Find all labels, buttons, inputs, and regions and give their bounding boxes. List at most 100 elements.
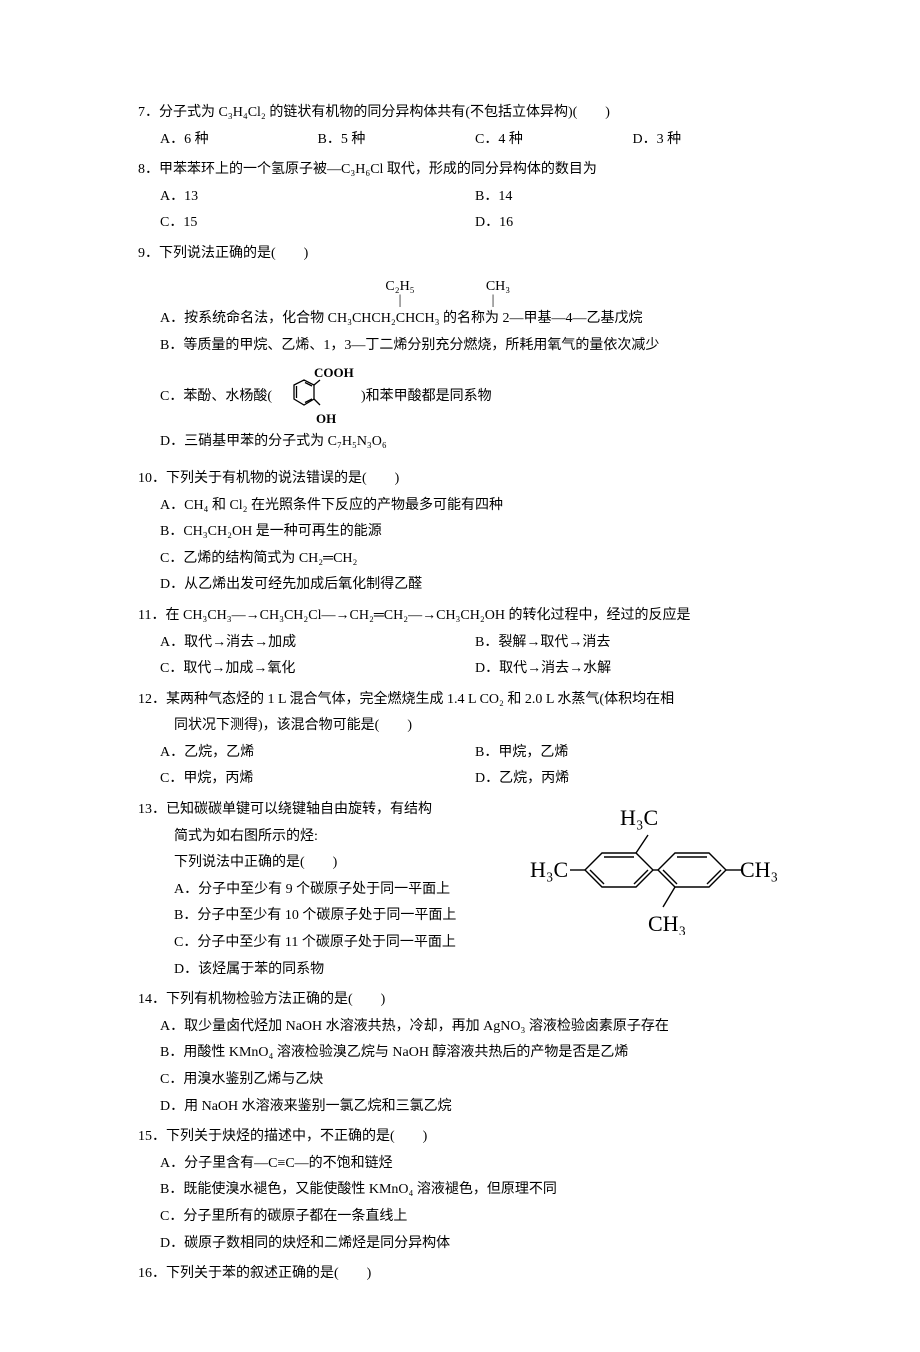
question-11: 11．在 CH₃CH₃―→CH₃CH₂Cl―→CH₂═CH₂―→CH₃CH₂OH… — [138, 603, 790, 683]
question-10: 10．下列关于有机物的说法错误的是( ) A．CH₄ 和 Cl₂ 在光照条件下反… — [138, 466, 790, 599]
q11-stem: 11．在 CH₃CH₃―→CH₃CH₂Cl―→CH₂═CH₂―→CH₃CH₂OH… — [138, 603, 790, 630]
q12-num: 12． — [138, 692, 166, 707]
q15-opt-d: D．碳原子数相同的炔烃和二烯烃是同分异构体 — [138, 1231, 790, 1258]
q9-opt-d: D．三硝基甲苯的分子式为 C₇H₅N₃O₆ — [138, 429, 790, 456]
q11-stem-text: 在 CH₃CH₃―→CH₃CH₂Cl―→CH₂═CH₂―→CH₃CH₂OH 的转… — [165, 608, 690, 623]
q10-opt-c: C．乙烯的结构简式为 CH₂═CH₂ — [138, 546, 790, 573]
q9-c-pre: C．苯酚、水杨酸( — [160, 390, 276, 405]
q10-opt-b: B．CH₃CH₂OH 是一种可再生的能源 — [138, 519, 790, 546]
q7-opt-c: C．4 种 — [475, 127, 633, 154]
q10-num: 10． — [138, 471, 166, 486]
q13-stem1-text: 已知碳碳单键可以绕键轴自由旋转，有结构 — [166, 802, 432, 817]
q15-opt-b: B．既能使溴水褪色，又能使酸性 KMnO₄ 溶液褪色，但原理不同 — [138, 1177, 790, 1204]
biphenyl-structure-icon: H₃C H₃C CH₃ CH₃ — [530, 805, 780, 935]
q12-stem1-text: 某两种气态烃的 1 L 混合气体，完全燃烧生成 1.4 L CO₂ 和 2.0 … — [166, 692, 674, 707]
q11-opt-c: C．取代→加成→氧化 — [160, 656, 475, 683]
q9-opt-c: C．苯酚、水杨酸( COOH OH )和苯甲酸都是同系物 — [138, 365, 790, 429]
q9-a-pre: A．按系统命名法，化合物 — [160, 311, 328, 326]
q13-opt-a: A．分子中至少有 9 个碳原子处于同一平面上 — [138, 877, 530, 904]
q15-opt-a: A．分子里含有—C≡C—的不饱和链烃 — [138, 1151, 790, 1178]
q13-stem-1: 13．已知碳碳单键可以绕键轴自由旋转，有结构 — [138, 797, 530, 824]
question-7: 7．分子式为 C₃H₄Cl₂ 的链状有机物的同分异构体共有(不包括立体异构)( … — [138, 100, 790, 153]
q11-options-row1: A．取代→消去→加成 B．裂解→取代→消去 — [138, 630, 790, 657]
q14-num: 14． — [138, 992, 166, 1007]
q9-stem: 9．下列说法正确的是( ) — [138, 241, 790, 268]
q12-opt-b: B．甲烷，乙烯 — [475, 740, 790, 767]
q11-opt-a: A．取代→消去→加成 — [160, 630, 475, 657]
q9-opt-b: B．等质量的甲烷、乙烯、1，3—丁二烯分别充分燃烧，所耗用氧气的量依次减少 — [138, 333, 790, 360]
q11-num: 11． — [138, 608, 165, 623]
q10-opt-d: D．从乙烯出发可经先加成后氧化制得乙醛 — [138, 572, 790, 599]
q15-stem: 15．下列关于炔烃的描述中，不正确的是( ) — [138, 1124, 790, 1151]
q16-stem: 16．下列关于苯的叙述正确的是( ) — [138, 1261, 790, 1288]
question-8: 8．甲苯苯环上的一个氢原子被—C₃H₆Cl 取代，形成的同分异构体的数目为 A．… — [138, 157, 790, 237]
q12-options-row2: C．甲烷，丙烯 D．乙烷，丙烯 — [138, 766, 790, 793]
salicylic-acid-icon: COOH OH — [276, 365, 358, 429]
question-12: 12．某两种气态烃的 1 L 混合气体，完全燃烧生成 1.4 L CO₂ 和 2… — [138, 687, 790, 793]
fig-label-l: H₃C — [530, 857, 568, 882]
q10-stem: 10．下列关于有机物的说法错误的是( ) — [138, 466, 790, 493]
q9-a-formula: CH₃CHCH₂CHCH₃ — [328, 311, 440, 326]
question-9: 9．下列说法正确的是( ) C₂H₅CH₃ || A．按系统命名法，化合物 CH… — [138, 241, 790, 456]
q12-stem-1: 12．某两种气态烃的 1 L 混合气体，完全燃烧生成 1.4 L CO₂ 和 2… — [138, 687, 790, 714]
q16-stem-text: 下列关于苯的叙述正确的是( ) — [166, 1266, 371, 1281]
cooh-label: COOH — [314, 365, 354, 380]
q8-opt-a: A．13 — [160, 184, 475, 211]
q13-stem-2: 简式为如右图所示的烃: — [138, 824, 530, 851]
q15-stem-text: 下列关于炔烃的描述中，不正确的是( ) — [166, 1129, 427, 1144]
q9-c-post: )和苯甲酸都是同系物 — [361, 390, 492, 405]
q8-opt-b: B．14 — [475, 184, 790, 211]
q8-opt-c: C．15 — [160, 210, 475, 237]
fig-label-r: CH₃ — [740, 857, 778, 882]
q13-opt-d: D．该烃属于苯的同系物 — [138, 957, 530, 984]
q8-options-row2: C．15 D．16 — [138, 210, 790, 237]
q14-stem: 14．下列有机物检验方法正确的是( ) — [138, 987, 790, 1014]
question-14: 14．下列有机物检验方法正确的是( ) A．取少量卤代烃加 NaOH 水溶液共热… — [138, 987, 790, 1120]
question-13: 13．已知碳碳单键可以绕键轴自由旋转，有结构 简式为如右图所示的烃: 下列说法中… — [138, 797, 790, 983]
q13-opt-b: B．分子中至少有 10 个碳原子处于同一平面上 — [138, 903, 530, 930]
q8-stem: 8．甲苯苯环上的一个氢原子被—C₃H₆Cl 取代，形成的同分异构体的数目为 — [138, 157, 790, 184]
q8-opt-d: D．16 — [475, 210, 790, 237]
q14-opt-c: C．用溴水鉴别乙烯与乙炔 — [138, 1067, 790, 1094]
q9-opt-a: C₂H₅CH₃ || A．按系统命名法，化合物 CH₃CHCH₂CHCH₃ 的名… — [138, 274, 790, 333]
page-content: 7．分子式为 C₃H₄Cl₂ 的链状有机物的同分异构体共有(不包括立体异构)( … — [0, 0, 920, 1352]
q13-num: 13． — [138, 802, 166, 817]
q14-opt-b: B．用酸性 KMnO₄ 溶液检验溴乙烷与 NaOH 醇溶液共热后的产物是否是乙烯 — [138, 1040, 790, 1067]
q12-options-row1: A．乙烷，乙烯 B．甲烷，乙烯 — [138, 740, 790, 767]
q9-a-post: 的名称为 2—甲基—4—乙基戊烷 — [440, 311, 643, 326]
q8-options-row1: A．13 B．14 — [138, 184, 790, 211]
q13-text-block: 13．已知碳碳单键可以绕键轴自由旋转，有结构 简式为如右图所示的烃: 下列说法中… — [138, 797, 530, 983]
q12-opt-c: C．甲烷，丙烯 — [160, 766, 475, 793]
q10-opt-a: A．CH₄ 和 Cl₂ 在光照条件下反应的产物最多可能有四种 — [138, 493, 790, 520]
q14-opt-d: D．用 NaOH 水溶液来鉴别一氯乙烷和三氯乙烷 — [138, 1094, 790, 1121]
q15-opt-c: C．分子里所有的碳原子都在一条直线上 — [138, 1204, 790, 1231]
question-16: 16．下列关于苯的叙述正确的是( ) — [138, 1261, 790, 1288]
q7-num: 7． — [138, 105, 159, 120]
q13-opt-c: C．分子中至少有 11 个碳原子处于同一平面上 — [138, 930, 530, 957]
question-15: 15．下列关于炔烃的描述中，不正确的是( ) A．分子里含有—C≡C—的不饱和链… — [138, 1124, 790, 1257]
q13-stem-3: 下列说法中正确的是( ) — [138, 850, 530, 877]
q15-num: 15． — [138, 1129, 166, 1144]
q7-opt-b: B．5 种 — [318, 127, 476, 154]
q11-options-row2: C．取代→加成→氧化 D．取代→消去→水解 — [138, 656, 790, 683]
q14-opt-a: A．取少量卤代烃加 NaOH 水溶液共热，冷却，再加 AgNO₃ 溶液检验卤素原… — [138, 1014, 790, 1041]
q7-opt-a: A．6 种 — [160, 127, 318, 154]
q11-opt-d: D．取代→消去→水解 — [475, 656, 790, 683]
q11-opt-b: B．裂解→取代→消去 — [475, 630, 790, 657]
q7-stem-text: 分子式为 C₃H₄Cl₂ 的链状有机物的同分异构体共有(不包括立体异构)( ) — [159, 105, 610, 120]
q14-stem-text: 下列有机物检验方法正确的是( ) — [166, 992, 385, 1007]
q9-stem-text: 下列说法正确的是( ) — [159, 246, 308, 261]
fig-label-tl: H₃C — [620, 805, 658, 830]
q12-opt-d: D．乙烷，丙烯 — [475, 766, 790, 793]
q8-num: 8． — [138, 162, 159, 177]
fig-label-b: CH₃ — [648, 911, 686, 935]
q7-stem: 7．分子式为 C₃H₄Cl₂ 的链状有机物的同分异构体共有(不包括立体异构)( … — [138, 100, 790, 127]
q7-options: A．6 种 B．5 种 C．4 种 D．3 种 — [138, 127, 790, 154]
q12-stem-2: 同状况下测得)，该混合物可能是( ) — [138, 713, 790, 740]
q12-opt-a: A．乙烷，乙烯 — [160, 740, 475, 767]
q8-stem-text: 甲苯苯环上的一个氢原子被—C₃H₆Cl 取代，形成的同分异构体的数目为 — [159, 162, 597, 177]
q16-num: 16． — [138, 1266, 166, 1281]
q10-stem-text: 下列关于有机物的说法错误的是( ) — [166, 471, 399, 486]
oh-label: OH — [316, 411, 336, 426]
q13-figure: H₃C H₃C CH₃ CH₃ — [530, 797, 790, 983]
